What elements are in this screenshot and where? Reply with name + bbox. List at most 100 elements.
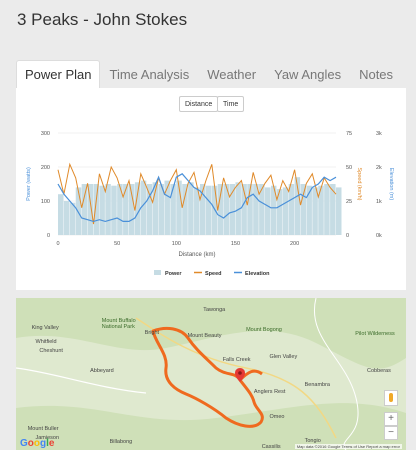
legend-label: Elevation [245, 271, 270, 277]
power-bar [176, 180, 182, 235]
tab-time-analysis[interactable]: Time Analysis [109, 67, 190, 82]
power-bar [300, 184, 307, 235]
map-place-label: King Valley [31, 325, 59, 332]
power-bar [229, 184, 236, 235]
power-bar [318, 185, 324, 235]
power-bar [123, 184, 129, 235]
power-bar [235, 182, 241, 235]
map-place-label: Mount Buller [27, 425, 59, 432]
power-bar [265, 187, 271, 235]
x-tick-label: 50 [114, 241, 120, 247]
power-bar [188, 182, 194, 235]
tab-bar: Power Plan Time Analysis Weather Yaw Ang… [16, 60, 402, 89]
power-bar [288, 184, 295, 235]
location-pin-icon[interactable] [235, 368, 245, 382]
x-tick-label: 0 [56, 241, 59, 247]
map-place-label: Falls Creek [222, 357, 251, 364]
power-plan-chart[interactable]: 0 100 200 300 0 25 50 75 0k 1k 2k 3k 0 50 100 150 200 Pow… [16, 88, 406, 290]
map-place-label: Abbeyard [90, 367, 114, 374]
google-logo: Google [20, 438, 55, 449]
route-line [151, 326, 264, 428]
map-place-label: Omeo [269, 413, 285, 420]
map-place-label: Whitfield [35, 339, 57, 346]
x-tick-label: 150 [231, 241, 240, 247]
y-speed-tick-label: 25 [346, 199, 352, 205]
map-place-label: Tongio [304, 437, 321, 444]
y-left-tick-label: 0 [47, 233, 50, 239]
page-title: 3 Peaks - John Stokes [17, 10, 188, 29]
power-bar [75, 187, 82, 235]
power-bar [270, 185, 277, 235]
power-bar [259, 184, 265, 235]
y-left-tick-label: 200 [41, 165, 50, 171]
power-bar [140, 180, 147, 235]
power-bar [152, 182, 159, 235]
power-bar [170, 184, 176, 235]
power-bar [205, 185, 212, 235]
power-bar [117, 184, 123, 235]
y-left-tick-label: 300 [41, 131, 50, 137]
power-bar [182, 184, 188, 235]
power-bar [330, 184, 336, 235]
power-bar [223, 184, 230, 235]
power-bar [306, 185, 312, 235]
power-bar [253, 184, 259, 235]
y-left-tick-label: 100 [41, 199, 50, 205]
street-view-pegman-icon[interactable] [384, 390, 398, 406]
power-bar [164, 180, 170, 235]
power-bar [134, 182, 141, 235]
power-bar [69, 202, 76, 235]
power-bar [276, 189, 283, 235]
power-bar [128, 184, 135, 235]
map-place-label: Jamieson [35, 434, 60, 441]
power-bar [158, 184, 165, 235]
x-tick-label: 200 [290, 241, 299, 247]
map-place-label: Tawonga [203, 307, 226, 314]
power-bar [211, 185, 218, 235]
power-bar [87, 184, 94, 235]
y-elevation-tick-label: 2k [376, 165, 382, 171]
power-bar [146, 184, 153, 235]
power-bar [241, 184, 247, 235]
map-place-label: Bright [144, 329, 160, 336]
power-plan-panel: Distance Time 0 100 200 300 0 25 50 75 0k 1k 2k 3k 0… [16, 88, 406, 290]
y-elevation-axis-label: Elevation (m) [388, 168, 394, 201]
x-tick-label: 100 [172, 241, 181, 247]
y-speed-tick-label: 50 [346, 165, 352, 171]
map-place-label: Mount Beauty [187, 332, 222, 339]
map-place-label: Mount Bogong [246, 326, 282, 333]
x-axis-label: Distance (km) [178, 252, 215, 258]
power-bar [105, 184, 111, 235]
power-bar [324, 184, 330, 235]
map-attribution[interactable]: Map data ©2016 Google Terms of Use Repor… [294, 444, 402, 449]
map-place-label: Pilot Wilderness [355, 331, 395, 338]
time-button[interactable]: Time [217, 96, 245, 112]
y-speed-axis-label: Speed (km/h) [356, 167, 362, 200]
tab-power-plan[interactable]: Power Plan [16, 60, 101, 89]
map-place-label: Cassilis [261, 443, 281, 450]
legend-label: Power [165, 271, 182, 277]
tab-yaw-angles[interactable]: Yaw Angles [274, 67, 342, 82]
zoom-out-button[interactable]: − [384, 426, 398, 440]
map-place-label: Cheshunt [39, 348, 63, 355]
power-bar [99, 185, 105, 235]
power-bar [81, 184, 88, 235]
power-bar [63, 201, 70, 235]
map-place-label: Billabong [109, 439, 133, 446]
tab-weather[interactable]: Weather [207, 67, 257, 82]
power-bar [312, 187, 318, 235]
map-place-label: Benambra [304, 381, 330, 388]
zoom-in-button[interactable]: + [384, 412, 398, 426]
power-bar [247, 184, 253, 235]
power-bar [336, 187, 342, 235]
y-left-axis-label: Power (watts) [26, 167, 32, 201]
tab-notes[interactable]: Notes [359, 67, 394, 82]
y-elevation-tick-label: 3k [376, 131, 382, 137]
power-bar [199, 184, 206, 235]
route-map[interactable]: Tawonga Mount Buffalo National Park Bright… [16, 298, 406, 450]
power-bar [294, 177, 301, 235]
power-bar [282, 187, 289, 235]
power-bar [58, 194, 64, 235]
map-place-label: Anglers Rest [253, 389, 286, 396]
y-speed-tick-label: 75 [346, 131, 352, 137]
